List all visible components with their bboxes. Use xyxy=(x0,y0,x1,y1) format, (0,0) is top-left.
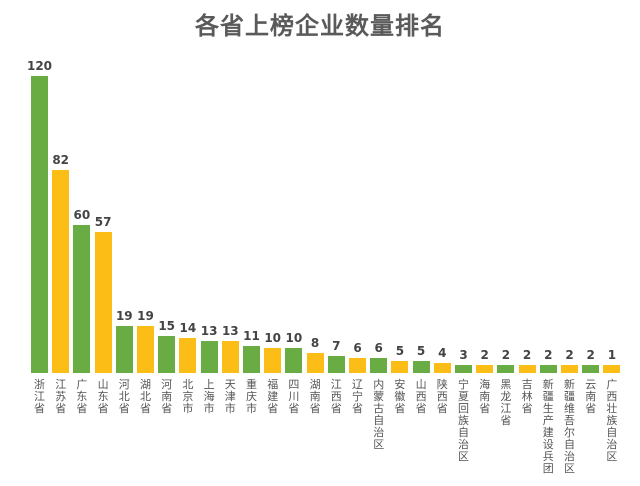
category-label: 重庆市 xyxy=(246,378,257,415)
bar xyxy=(243,345,260,373)
value-label: 5 xyxy=(395,343,405,358)
bar xyxy=(455,365,472,373)
bar xyxy=(73,224,91,373)
bar xyxy=(306,353,324,373)
category-label: 天津市 xyxy=(224,378,236,415)
bar xyxy=(285,348,303,373)
value-label: 1 xyxy=(607,348,617,362)
bar xyxy=(561,365,578,373)
value-label: 8 xyxy=(310,336,320,351)
bar xyxy=(52,170,70,373)
category-label: 河南省 xyxy=(161,378,173,415)
value-label: 2 xyxy=(586,348,595,362)
bar xyxy=(539,365,557,373)
category-label: 新疆维吾尔自治区 xyxy=(564,378,575,475)
bar xyxy=(327,355,345,373)
bar xyxy=(603,365,621,373)
bar xyxy=(264,348,282,373)
category-label: 宁夏回族自治区 xyxy=(458,378,469,463)
value-label: 60 xyxy=(73,207,91,222)
value-label: 13 xyxy=(200,323,218,338)
category-label: 辽宁省 xyxy=(352,378,363,415)
value-label: 13 xyxy=(221,323,239,338)
category-label: 湖北省 xyxy=(140,378,151,415)
category-label: 安徽省 xyxy=(394,378,406,415)
category-label: 吉林省 xyxy=(521,378,533,415)
bar xyxy=(200,340,218,373)
category-label: 广西壮族自治区 xyxy=(606,378,618,463)
category-label: 湖南省 xyxy=(309,378,321,415)
value-label: 4 xyxy=(438,346,447,361)
value-label: 82 xyxy=(52,153,70,168)
category-label: 河北省 xyxy=(118,378,130,415)
value-label: 11 xyxy=(243,328,260,343)
value-label: 2 xyxy=(480,348,489,362)
category-label: 江苏省 xyxy=(55,378,67,415)
bar xyxy=(158,335,176,373)
bar xyxy=(221,340,239,373)
category-label: 北京市 xyxy=(182,378,194,415)
value-label: 10 xyxy=(285,331,303,346)
bar xyxy=(137,325,154,373)
category-label: 新疆生产建设兵团 xyxy=(542,378,554,475)
bar xyxy=(433,363,451,373)
value-label: 2 xyxy=(522,348,532,362)
category-label: 陕西省 xyxy=(436,378,448,415)
value-label: 120 xyxy=(26,59,53,73)
bar xyxy=(349,358,366,373)
bar xyxy=(31,76,48,373)
category-label: 山西省 xyxy=(415,378,427,415)
value-label: 19 xyxy=(115,308,133,323)
bar xyxy=(370,358,388,373)
value-label: 3 xyxy=(459,348,468,362)
value-label: 6 xyxy=(374,341,383,356)
bar xyxy=(391,360,409,373)
value-label: 7 xyxy=(332,338,341,353)
category-label: 福建省 xyxy=(267,378,279,415)
category-label: 内蒙古自治区 xyxy=(373,378,385,451)
category-label: 山东省 xyxy=(97,378,109,415)
bar xyxy=(115,325,133,373)
category-label: 广东省 xyxy=(76,378,88,415)
value-label: 19 xyxy=(137,308,154,323)
value-label: 2 xyxy=(565,348,574,362)
category-label: 浙江省 xyxy=(34,378,45,415)
bar xyxy=(94,231,112,373)
category-label: 云南省 xyxy=(585,378,597,415)
bar xyxy=(476,365,494,373)
bar xyxy=(412,360,430,373)
chart-title: 各省上榜企业数量排名 xyxy=(195,12,445,40)
value-label: 5 xyxy=(416,343,426,358)
value-label: 57 xyxy=(94,214,112,229)
bar xyxy=(518,365,536,373)
value-label: 14 xyxy=(179,321,197,336)
value-label: 15 xyxy=(158,318,176,333)
category-label: 黑龙江省 xyxy=(500,378,512,427)
category-label: 江西省 xyxy=(330,378,342,415)
bar xyxy=(582,365,600,373)
category-label: 海南省 xyxy=(479,378,491,415)
category-label: 上海市 xyxy=(203,378,215,415)
value-label: 6 xyxy=(353,341,362,356)
bar xyxy=(497,365,515,373)
bar xyxy=(179,338,197,373)
value-label: 2 xyxy=(501,348,511,362)
value-label: 10 xyxy=(264,331,282,346)
value-label: 2 xyxy=(544,348,553,362)
category-label: 四川省 xyxy=(288,378,300,415)
